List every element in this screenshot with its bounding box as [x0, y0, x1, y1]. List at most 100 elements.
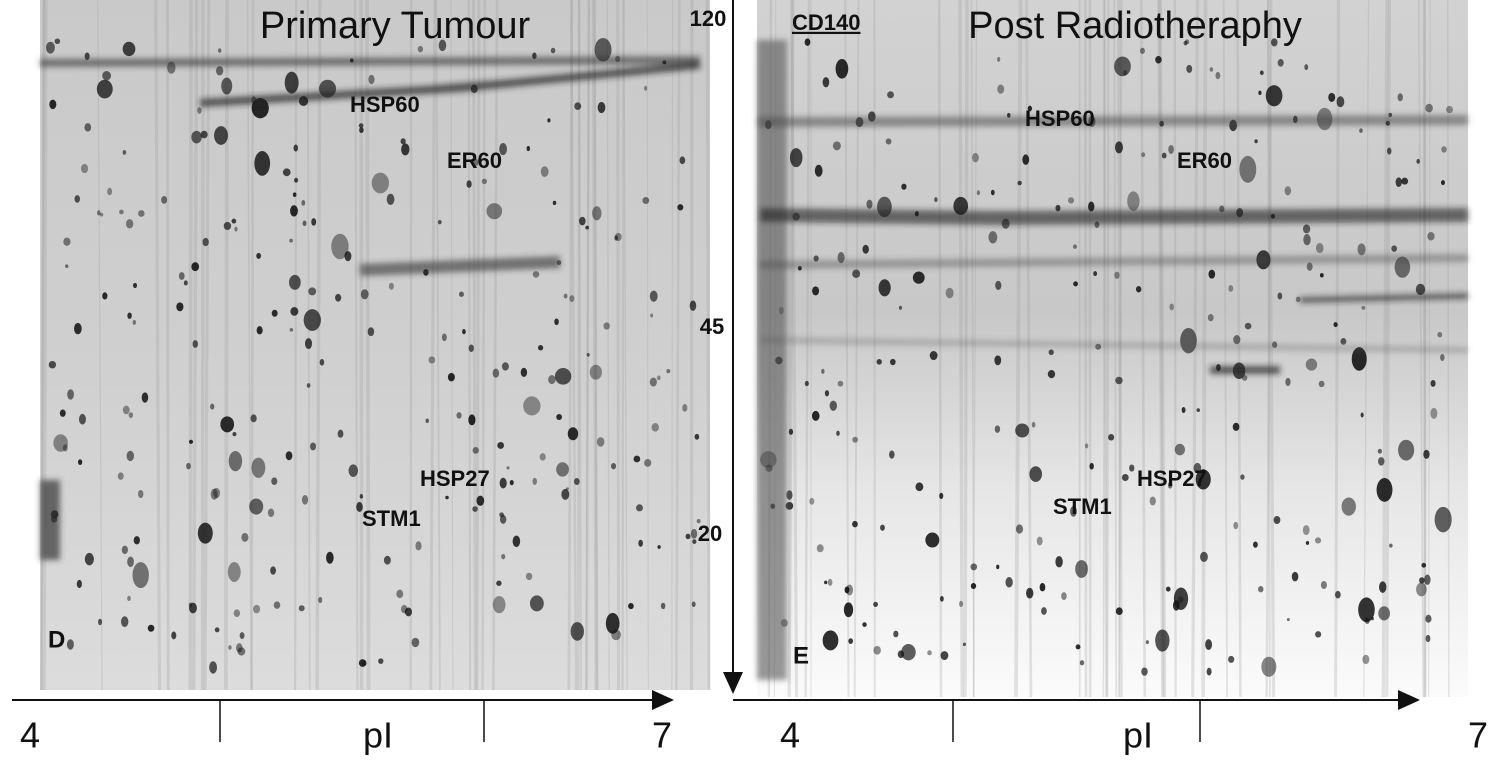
- gel-texture: [603, 322, 610, 330]
- gel-texture: [972, 153, 979, 163]
- gel-texture: [959, 600, 964, 608]
- gel-texture: [650, 313, 654, 318]
- gel-texture: [292, 192, 297, 198]
- gel-texture: [499, 477, 507, 489]
- gel-texture: [690, 528, 698, 539]
- gel-texture: [437, 219, 442, 225]
- gel-texture: [1441, 180, 1445, 186]
- gel-texture: [294, 177, 299, 183]
- gel-texture: [824, 390, 830, 397]
- gel-texture: [997, 84, 1005, 94]
- gel-texture: [927, 650, 932, 656]
- gel-texture: [107, 187, 113, 196]
- gel-texture: [486, 203, 503, 220]
- gel-texture: [574, 102, 582, 110]
- gel-texture: [49, 99, 57, 110]
- gel-texture: [836, 430, 840, 436]
- gel-texture: [386, 193, 395, 205]
- gel-texture: [1315, 243, 1324, 254]
- gel-texture: [1434, 506, 1452, 533]
- gel-texture: [497, 441, 505, 449]
- gel-texture: [67, 389, 74, 400]
- gel-texture: [1244, 322, 1252, 330]
- gel-texture: [165, 0, 170, 691]
- gel-texture: [1271, 38, 1278, 47]
- gel-texture: [438, 39, 447, 52]
- gel-texture: [785, 502, 794, 510]
- gel-texture: [1351, 347, 1367, 371]
- gel-texture: [54, 38, 61, 45]
- gel-texture: [359, 127, 364, 133]
- gel-texture: [593, 0, 598, 691]
- gel-texture: [1048, 349, 1054, 356]
- gel-bands: [39, 40, 1469, 680]
- gel-texture: [223, 221, 232, 231]
- gel-texture: [567, 427, 579, 441]
- gel-texture: [122, 405, 130, 415]
- gel-texture: [233, 609, 241, 617]
- gel-texture: [972, 0, 978, 698]
- gel-texture: [200, 130, 208, 139]
- gel-texture: [368, 74, 375, 85]
- gel-texture: [1075, 560, 1088, 578]
- gel-texture: [401, 143, 410, 156]
- gel-texture: [1370, 616, 1374, 621]
- gel-texture: [285, 451, 293, 461]
- gel-texture: [344, 251, 352, 262]
- gel-texture: [290, 306, 299, 316]
- gel-texture: [1427, 231, 1435, 241]
- gel-texture: [586, 352, 590, 357]
- protein-label: HSP60: [350, 92, 420, 117]
- gel-texture: [481, 178, 487, 185]
- gel-texture: [1277, 292, 1283, 300]
- gel-texture: [138, 210, 145, 217]
- gel-texture: [358, 123, 364, 128]
- gel-texture: [232, 431, 237, 437]
- gel-texture: [691, 601, 696, 607]
- x-tick-label: 4: [780, 715, 800, 756]
- gel-texture: [178, 272, 185, 280]
- gel-texture: [383, 555, 391, 565]
- gel-texture: [78, 413, 86, 425]
- gel-texture: [1115, 607, 1123, 616]
- gel-texture: [844, 0, 850, 698]
- gel-texture: [592, 206, 602, 221]
- gel-texture: [1358, 597, 1375, 623]
- gel-texture: [1416, 582, 1427, 597]
- gel-texture: [250, 414, 257, 423]
- gel-texture: [84, 52, 90, 61]
- gel-texture: [293, 144, 299, 152]
- gel-texture: [1055, 556, 1063, 568]
- gel-texture: [596, 437, 605, 447]
- gel-texture: [1180, 327, 1197, 354]
- gel-texture: [1088, 201, 1095, 212]
- x-tick-label: 4: [20, 715, 40, 756]
- gel-texture: [1208, 269, 1216, 279]
- gel-texture: [556, 413, 563, 421]
- gel-texture: [80, 163, 89, 174]
- gel-texture: [1302, 525, 1310, 536]
- gel-texture: [866, 199, 873, 209]
- gel-texture: [354, 0, 359, 691]
- gel-texture: [565, 487, 569, 491]
- gel-texture: [694, 433, 700, 440]
- gel-texture: [1036, 536, 1043, 546]
- gel-texture: [331, 233, 349, 260]
- gel-texture: [822, 77, 830, 88]
- gel-texture: [804, 38, 811, 46]
- gel-texture: [1141, 667, 1148, 676]
- gel-texture: [221, 77, 233, 95]
- gel-texture: [1145, 640, 1149, 645]
- gel-texture: [848, 638, 854, 644]
- gel-texture: [306, 383, 311, 388]
- gel-texture: [1379, 581, 1387, 593]
- x-axis-label: pI: [1123, 715, 1153, 756]
- gel-texture: [1026, 587, 1034, 599]
- gel-texture: [409, 0, 413, 691]
- protein-label: ER60: [1177, 148, 1232, 173]
- gel-texture: [1302, 224, 1311, 234]
- x-tick-label: 7: [1468, 715, 1488, 756]
- mw-tick-label: 20: [698, 521, 722, 546]
- gel-texture: [237, 647, 246, 656]
- gel-texture: [591, 0, 599, 691]
